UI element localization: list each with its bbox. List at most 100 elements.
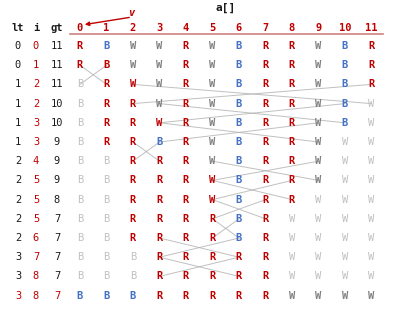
Text: R: R <box>209 252 215 262</box>
Text: W: W <box>315 252 321 262</box>
Text: W: W <box>315 195 321 204</box>
Text: 7: 7 <box>54 233 60 243</box>
Text: 3: 3 <box>15 271 21 281</box>
Text: W: W <box>315 79 321 89</box>
Text: R: R <box>288 60 294 70</box>
Text: R: R <box>156 291 162 300</box>
Text: R: R <box>262 60 268 70</box>
Text: B: B <box>341 41 347 51</box>
Text: 11: 11 <box>51 79 63 89</box>
Text: R: R <box>182 60 188 70</box>
Text: R: R <box>182 233 188 243</box>
Text: 3: 3 <box>33 137 39 147</box>
Text: 3: 3 <box>156 23 162 33</box>
Text: W: W <box>315 175 321 185</box>
Text: R: R <box>209 271 215 281</box>
Text: B: B <box>103 175 109 185</box>
Text: R: R <box>130 233 136 243</box>
Text: 5: 5 <box>33 195 39 204</box>
Text: 5: 5 <box>33 214 39 224</box>
Text: 11: 11 <box>365 23 377 33</box>
Text: W: W <box>315 233 321 243</box>
Text: B: B <box>235 118 241 128</box>
Text: B: B <box>77 233 83 243</box>
Text: 5: 5 <box>33 175 39 185</box>
Text: 0: 0 <box>33 41 39 51</box>
Text: R: R <box>262 195 268 204</box>
Text: R: R <box>288 99 294 108</box>
Text: R: R <box>262 41 268 51</box>
Text: W: W <box>156 99 162 108</box>
Text: B: B <box>235 156 241 166</box>
Text: 1: 1 <box>15 118 21 128</box>
Text: B: B <box>235 195 241 204</box>
Text: 2: 2 <box>33 99 39 108</box>
Text: R: R <box>209 214 215 224</box>
Text: B: B <box>103 60 109 70</box>
Text: 11: 11 <box>51 41 63 51</box>
Text: W: W <box>209 41 215 51</box>
Text: W: W <box>209 99 215 108</box>
Text: B: B <box>103 214 109 224</box>
Text: W: W <box>156 60 162 70</box>
Text: B: B <box>130 291 136 300</box>
Text: B: B <box>235 41 241 51</box>
Text: 0: 0 <box>77 23 83 33</box>
Text: 9: 9 <box>54 137 60 147</box>
Text: B: B <box>77 156 83 166</box>
Text: 9: 9 <box>54 175 60 185</box>
Text: R: R <box>156 233 162 243</box>
Text: 2: 2 <box>33 79 39 89</box>
Text: 2: 2 <box>15 156 21 166</box>
Text: 7: 7 <box>54 271 60 281</box>
Text: R: R <box>262 233 268 243</box>
Text: R: R <box>367 60 374 70</box>
Text: R: R <box>77 60 83 70</box>
Text: B: B <box>77 175 83 185</box>
Text: 2: 2 <box>15 175 21 185</box>
Text: B: B <box>341 118 347 128</box>
Text: B: B <box>103 195 109 204</box>
Text: R: R <box>262 175 268 185</box>
Text: 8: 8 <box>33 291 39 300</box>
Text: B: B <box>235 137 241 147</box>
Text: W: W <box>367 291 374 300</box>
Text: lt: lt <box>12 23 24 33</box>
Text: 10: 10 <box>51 118 63 128</box>
Text: W: W <box>288 214 294 224</box>
Text: W: W <box>315 271 321 281</box>
Text: W: W <box>315 118 321 128</box>
Text: R: R <box>262 79 268 89</box>
Text: B: B <box>103 271 109 281</box>
Text: R: R <box>130 99 136 108</box>
Text: R: R <box>156 214 162 224</box>
Text: 2: 2 <box>130 23 136 33</box>
Text: 2: 2 <box>15 195 21 204</box>
Text: 8: 8 <box>288 23 294 33</box>
Text: R: R <box>288 156 294 166</box>
Text: 8: 8 <box>33 271 39 281</box>
Text: 1: 1 <box>15 79 21 89</box>
Text: W: W <box>341 271 347 281</box>
Text: B: B <box>235 79 241 89</box>
Text: R: R <box>182 252 188 262</box>
Text: R: R <box>288 118 294 128</box>
Text: R: R <box>130 214 136 224</box>
Text: B: B <box>235 214 241 224</box>
Text: B: B <box>103 41 109 51</box>
Text: W: W <box>156 118 162 128</box>
Text: W: W <box>341 252 347 262</box>
Text: W: W <box>156 79 162 89</box>
Text: 1: 1 <box>15 137 21 147</box>
Text: R: R <box>235 271 241 281</box>
Text: v: v <box>128 8 134 18</box>
Text: W: W <box>341 291 347 300</box>
Text: B: B <box>130 271 136 281</box>
Text: B: B <box>235 175 241 185</box>
Text: R: R <box>103 137 109 147</box>
Text: W: W <box>367 137 374 147</box>
Text: R: R <box>182 41 188 51</box>
Text: B: B <box>235 233 241 243</box>
Text: R: R <box>262 214 268 224</box>
Text: gt: gt <box>51 23 63 33</box>
